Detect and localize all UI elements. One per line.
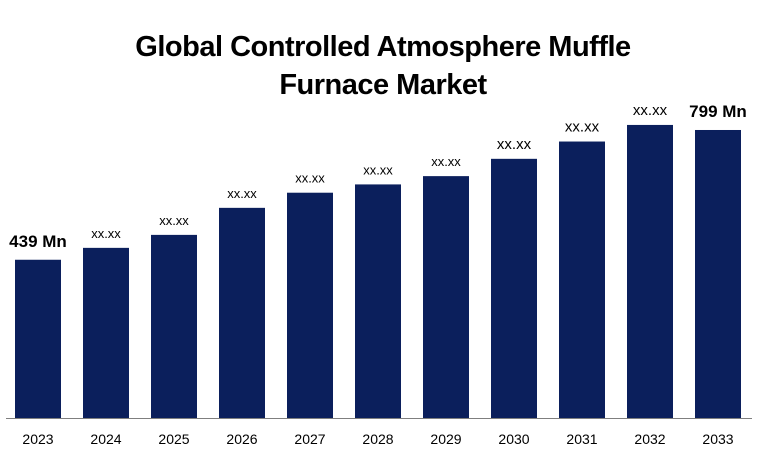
data-label-2030: xx.xx (497, 136, 532, 153)
data-label-2029: xx.xx (431, 154, 461, 169)
x-tick-label-2032: 2032 (634, 431, 665, 447)
data-label-2032: xx.xx (633, 102, 668, 119)
bar-2026 (219, 207, 265, 418)
data-label-2023: 439 Mn (9, 232, 67, 251)
x-tick-label-2024: 2024 (90, 431, 121, 447)
data-label-2025: xx.xx (159, 213, 189, 228)
data-label-2024: xx.xx (91, 226, 121, 241)
data-label-2033: 799 Mn (689, 102, 747, 121)
data-label-2031: xx.xx (565, 119, 600, 136)
data-label-2026: xx.xx (227, 186, 257, 201)
x-tick-label-2025: 2025 (158, 431, 189, 447)
x-tick-label-2031: 2031 (566, 431, 597, 447)
data-label-2028: xx.xx (363, 162, 393, 177)
x-tick-label-2029: 2029 (430, 431, 461, 447)
x-tick-label-2026: 2026 (226, 431, 257, 447)
x-tick-label-2023: 2023 (22, 431, 53, 447)
bar-2032 (627, 124, 673, 418)
chart-title-line-1: Global Controlled Atmosphere Muffle (135, 31, 631, 63)
bar-2030 (491, 158, 537, 419)
bar-2024 (83, 247, 129, 418)
data-label-2027: xx.xx (295, 171, 325, 186)
bar-2031 (559, 141, 605, 418)
bar-2023 (15, 259, 61, 418)
bar-2033 (695, 129, 741, 418)
bar-2028 (355, 184, 401, 418)
x-tick-label-2030: 2030 (498, 431, 529, 447)
chart-title-line-2: Furnace Market (279, 69, 487, 101)
x-tick-label-2027: 2027 (294, 431, 325, 447)
bar-2029 (423, 176, 469, 418)
bar-2027 (287, 192, 333, 418)
chart-title: Global Controlled Atmosphere Muffle Furn… (0, 28, 766, 104)
x-tick-label-2028: 2028 (362, 431, 393, 447)
x-tick-label-2033: 2033 (702, 431, 733, 447)
bar-2025 (151, 234, 197, 418)
